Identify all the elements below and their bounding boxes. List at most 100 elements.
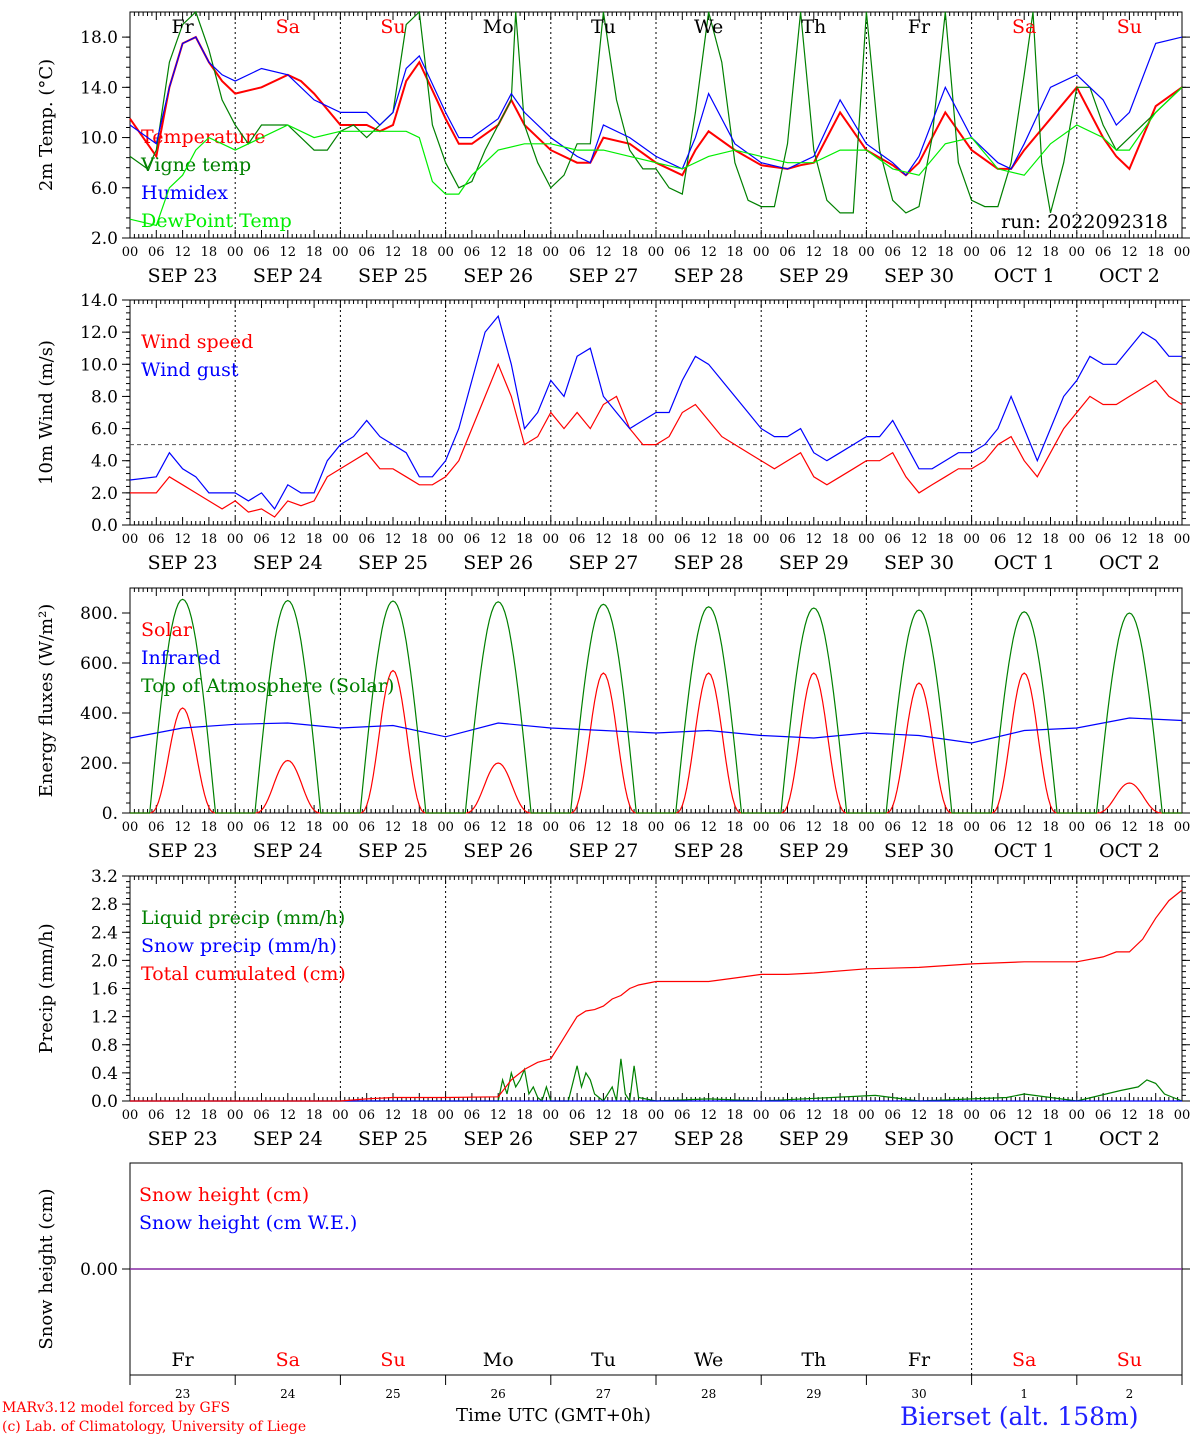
weekday-label: Mo xyxy=(483,16,514,38)
date-label: OCT 1 xyxy=(994,552,1055,574)
hour-label: 06 xyxy=(253,820,270,835)
hour-label: 00 xyxy=(648,1108,665,1123)
date-label: SEP 28 xyxy=(674,265,744,287)
y-tick-label: 2.0 xyxy=(91,951,118,971)
day-number: 25 xyxy=(385,1387,400,1401)
date-label: SEP 25 xyxy=(358,1128,428,1150)
legend-entry: Vigne temp xyxy=(140,154,251,176)
hour-label: 12 xyxy=(385,820,402,835)
model-credit: MARv3.12 model forced by GFS xyxy=(2,1400,231,1416)
date-label: SEP 24 xyxy=(253,552,323,574)
date-label: OCT 1 xyxy=(994,265,1055,287)
hour-label: 00 xyxy=(1069,532,1086,547)
date-label: SEP 25 xyxy=(358,552,428,574)
hour-label: 12 xyxy=(174,532,191,547)
run-annotation: run: 2022092318 xyxy=(1001,211,1168,233)
series-line xyxy=(130,362,1183,518)
hour-label: 06 xyxy=(253,1108,270,1123)
weekday-label: Fr xyxy=(908,1349,931,1371)
hour-label: 00 xyxy=(543,820,560,835)
series-line xyxy=(130,1058,1183,1103)
weekday-label: Su xyxy=(380,1349,405,1371)
date-label: SEP 29 xyxy=(779,1128,849,1150)
hour-label: 06 xyxy=(464,532,481,547)
hour-label: 12 xyxy=(1121,820,1138,835)
hour-label: 00 xyxy=(648,820,665,835)
hour-label: 12 xyxy=(806,245,823,260)
hour-label: 06 xyxy=(1095,1108,1112,1123)
y-axis-label: Energy fluxes (W/m²) xyxy=(36,604,57,798)
hour-label: 00 xyxy=(753,532,770,547)
y-tick-label: 4.0 xyxy=(91,452,118,472)
y-tick-label: 10.0 xyxy=(80,355,118,375)
hour-label: 00 xyxy=(1174,532,1191,547)
hour-label: 06 xyxy=(674,532,691,547)
hour-label: 12 xyxy=(490,1108,507,1123)
hour-label: 00 xyxy=(963,820,980,835)
hour-label: 00 xyxy=(332,532,349,547)
hour-label: 00 xyxy=(227,532,244,547)
hour-label: 18 xyxy=(516,1108,533,1123)
date-label: OCT 2 xyxy=(1099,265,1160,287)
hour-label: 06 xyxy=(358,1108,375,1123)
hour-label: 18 xyxy=(1147,820,1164,835)
series-line xyxy=(129,717,1183,744)
hour-label: 00 xyxy=(648,532,665,547)
date-label: OCT 2 xyxy=(1099,840,1160,862)
hour-label: 12 xyxy=(700,820,717,835)
series-line xyxy=(129,10,1183,214)
day-number: 27 xyxy=(596,1387,611,1401)
hour-label: 06 xyxy=(569,532,586,547)
date-label: SEP 27 xyxy=(568,552,638,574)
date-label: SEP 29 xyxy=(779,265,849,287)
hour-label: 06 xyxy=(1095,245,1112,260)
weekday-label: Su xyxy=(1117,16,1142,38)
hour-label: 12 xyxy=(280,532,297,547)
legend-entry: Wind speed xyxy=(141,331,253,353)
y-axis-label: Snow height (cm) xyxy=(36,1188,57,1349)
hour-label: 00 xyxy=(753,245,770,260)
hour-label: 00 xyxy=(648,245,665,260)
hour-label: 00 xyxy=(227,1108,244,1123)
time-axis-label: Time UTC (GMT+0h) xyxy=(456,1405,651,1426)
date-label: SEP 27 xyxy=(568,840,638,862)
date-label: SEP 24 xyxy=(253,840,323,862)
weekday-label: We xyxy=(694,16,723,38)
date-label: SEP 23 xyxy=(148,265,218,287)
hour-label: 00 xyxy=(963,245,980,260)
hour-label: 06 xyxy=(884,1108,901,1123)
hour-label: 18 xyxy=(1147,1108,1164,1123)
legend-entry: Snow height (cm W.E.) xyxy=(139,1212,357,1234)
hour-label: 00 xyxy=(332,1108,349,1123)
date-label: OCT 1 xyxy=(994,840,1055,862)
hour-label: 18 xyxy=(201,245,218,260)
hour-label: 00 xyxy=(1069,1108,1086,1123)
hour-label: 12 xyxy=(1016,820,1033,835)
date-label: SEP 30 xyxy=(884,552,954,574)
date-label: SEP 30 xyxy=(884,265,954,287)
hour-label: 12 xyxy=(174,820,191,835)
hour-label: 18 xyxy=(516,245,533,260)
date-label: SEP 25 xyxy=(358,265,428,287)
hour-label: 12 xyxy=(595,532,612,547)
date-label: SEP 26 xyxy=(463,552,533,574)
hour-label: 06 xyxy=(569,245,586,260)
hour-label: 00 xyxy=(543,1108,560,1123)
hour-label: 18 xyxy=(1042,245,1059,260)
hour-label: 12 xyxy=(806,820,823,835)
y-tick-label: 1.6 xyxy=(91,980,118,1000)
hour-label: 06 xyxy=(148,820,165,835)
legend-entry: Liquid precip (mm/h) xyxy=(141,907,345,929)
hour-label: 12 xyxy=(385,532,402,547)
hour-label: 06 xyxy=(1095,532,1112,547)
hour-label: 12 xyxy=(1121,1108,1138,1123)
y-tick-label: 0.8 xyxy=(91,1036,118,1056)
hour-label: 00 xyxy=(858,820,875,835)
hour-label: 12 xyxy=(174,1108,191,1123)
hour-label: 06 xyxy=(148,245,165,260)
hour-label: 06 xyxy=(358,820,375,835)
hour-label: 18 xyxy=(832,245,849,260)
hour-label: 12 xyxy=(595,820,612,835)
hour-label: 00 xyxy=(1174,820,1191,835)
